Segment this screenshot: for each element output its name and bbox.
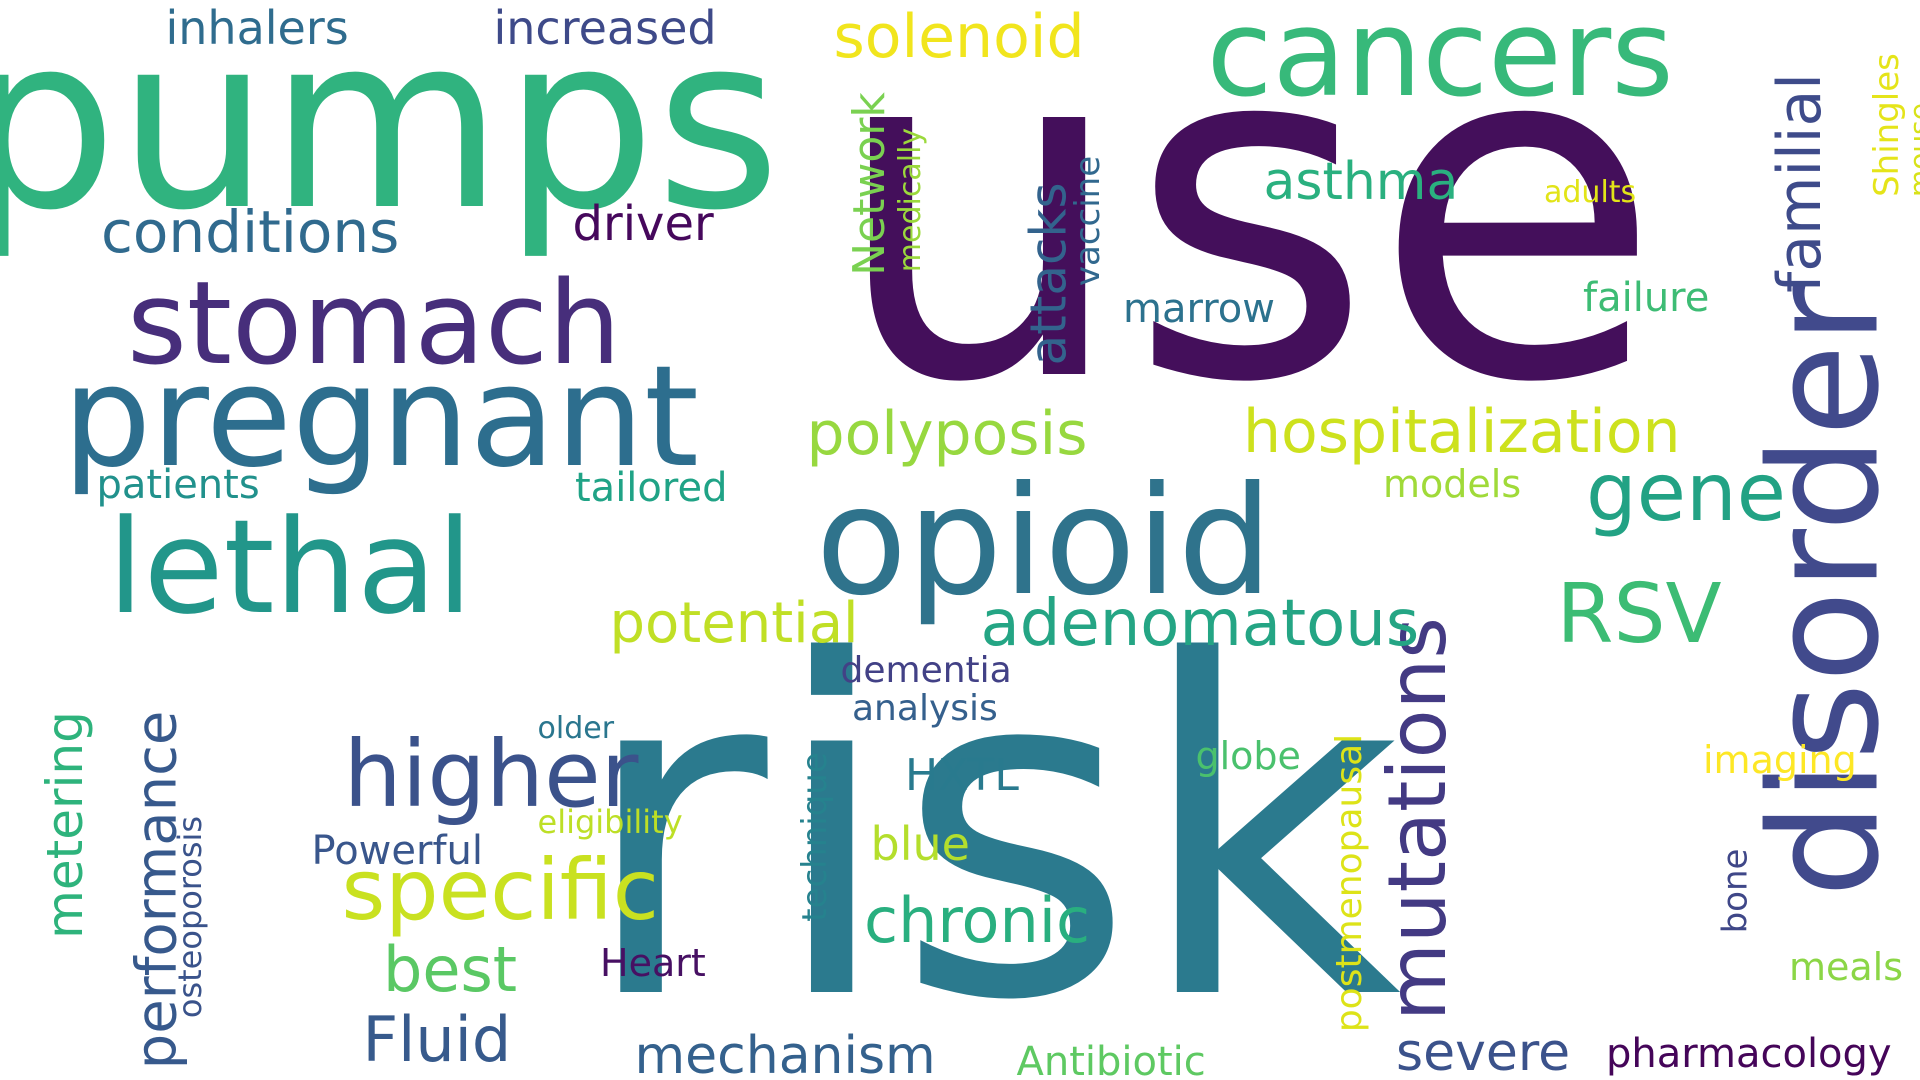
word-mutations: mutations [1370,617,1464,1021]
word-mechanism: mechanism [634,1026,936,1080]
word-inhalers: inhalers [165,1,349,55]
word-medically: medically [893,127,929,273]
word-solenoid: solenoid [833,2,1085,72]
word-shingles: Shingles [1866,53,1907,197]
word-lethal: lethal [107,491,473,643]
word-imaging: imaging [1703,738,1857,782]
word-pharmacology: pharmacology [1606,1031,1892,1077]
word-conditions: conditions [101,198,400,266]
word-hxtl: HXTL [905,750,1019,801]
word-cancers: cancers [1206,0,1674,124]
word-potential: potential [609,591,859,656]
word-stomach: stomach [127,256,621,391]
word-network: Network [843,92,895,276]
word-dementia: dementia [840,650,1012,691]
word-asthma: asthma [1263,152,1459,212]
word-analysis: analysis [852,688,998,729]
word-higher: higher [343,721,639,828]
word-attacks: attacks [1018,182,1077,366]
word-best: best [383,933,518,1006]
word-adults: adults [1544,175,1637,210]
word-familial: familial [1764,73,1835,293]
word-technique: technique [794,752,835,922]
word-rsv: RSV [1556,567,1722,662]
word-chronic: chronic [864,884,1091,957]
word-failure: failure [1583,275,1710,321]
word-pumps: pumps [0,0,781,263]
word-opioid: opioid [815,455,1273,629]
word-powerful: Powerful [311,828,483,874]
word-increased: increased [493,1,717,55]
word-heart: Heart [600,941,706,985]
word-risk: risk [578,566,1402,1080]
word-hospitalization: hospitalization [1243,397,1681,467]
word-marrow: marrow [1123,286,1275,332]
word-vaccine: vaccine [1068,155,1109,287]
word-severe: severe [1396,1023,1571,1080]
word-disorder: disorder [1738,282,1913,898]
word-metering: metering [35,711,94,939]
word-eligibility: eligibility [537,803,683,841]
word-driver: driver [572,196,714,252]
word-polyposis: polyposis [806,399,1088,469]
word-meals: meals [1789,945,1904,989]
word-mouse: mouse [1902,103,1920,197]
word-gene: gene [1586,446,1786,539]
word-bone: bone [1714,848,1755,934]
word-postmenopausal: postmenopausal [1329,733,1371,1033]
word-osteoporosis: osteoporosis [171,815,210,1019]
word-antibiotic: Antibiotic [1016,1039,1206,1080]
word-models: models [1383,462,1522,506]
word-adenomatous: adenomatous [980,587,1420,661]
word-specific: specific [341,841,659,939]
word-use: use [830,0,1662,485]
word-fluid: Fluid [362,1003,512,1076]
word-patients: patients [96,462,260,508]
word-pregnant: pregnant [62,336,700,499]
word-globe: globe [1195,734,1301,778]
word-older: older [537,711,615,746]
word-blue: blue [870,817,970,871]
word-tailored: tailored [575,465,728,511]
